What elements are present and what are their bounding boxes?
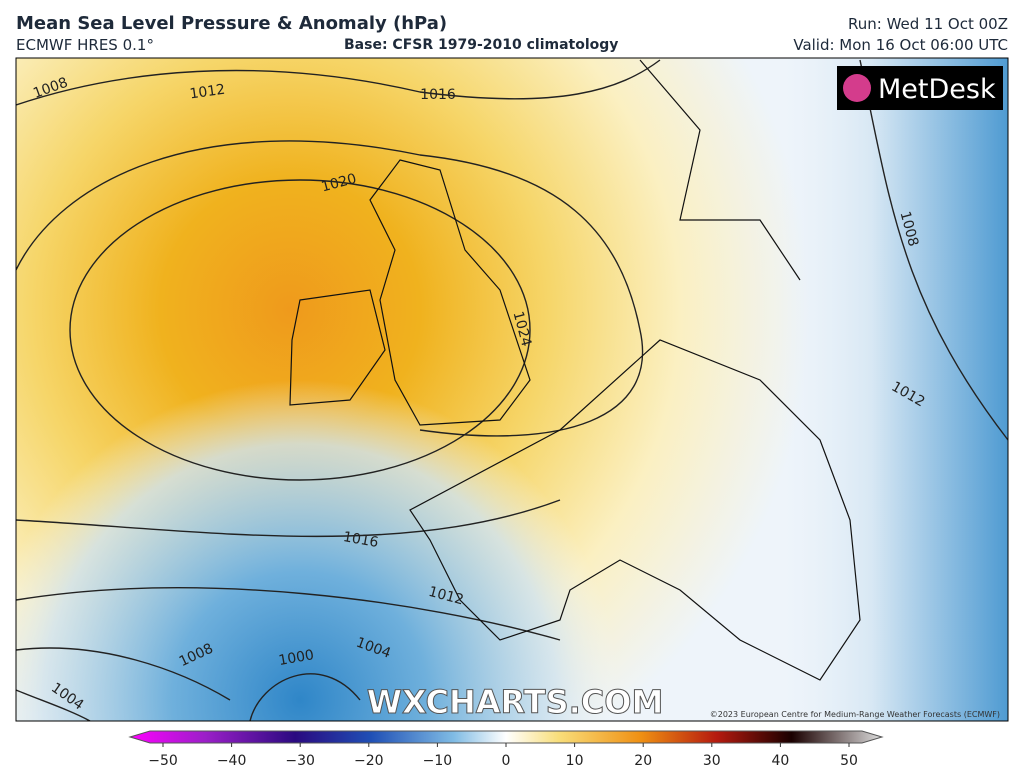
model: ECMWF HRES 0.1° (16, 36, 154, 54)
colorbar-tick-label: −20 (354, 753, 384, 769)
map (16, 58, 1008, 721)
contour-label: 1012 (189, 82, 227, 103)
colorbar-tick-label: 20 (634, 753, 652, 769)
valid: Valid: Mon 16 Oct 06:00 UTC (793, 36, 1008, 54)
colorbar-tick-label: 0 (502, 753, 511, 769)
map-frame (15, 57, 1009, 722)
watermark: WXCHARTS.COM (367, 683, 664, 721)
colorbar-tick-label: −30 (285, 753, 315, 769)
run: Run: Wed 11 Oct 00Z (848, 15, 1008, 33)
contour-label: 1016 (342, 529, 380, 551)
colorbar-tick-label: −10 (423, 753, 453, 769)
colorbar (128, 730, 884, 744)
logo-icon (843, 74, 871, 102)
colorbar-tick-label: 10 (566, 753, 584, 769)
contour-label: 1016 (420, 87, 456, 103)
colorbar-tick-label: 50 (840, 753, 858, 769)
colorbar-tick-label: 40 (771, 753, 789, 769)
colorbar-tick-label: −50 (148, 753, 178, 769)
colorbar-tick-label: 30 (703, 753, 721, 769)
title: Mean Sea Level Pressure & Anomaly (hPa) (16, 13, 447, 34)
logo: MetDesk (878, 74, 996, 105)
contour-label: 1000 (277, 647, 315, 669)
copyright: ©2023 European Centre for Medium-Range W… (710, 710, 1000, 719)
colorbar-tick-label: −40 (217, 753, 247, 769)
base: Base: CFSR 1979-2010 climatology (344, 37, 618, 53)
